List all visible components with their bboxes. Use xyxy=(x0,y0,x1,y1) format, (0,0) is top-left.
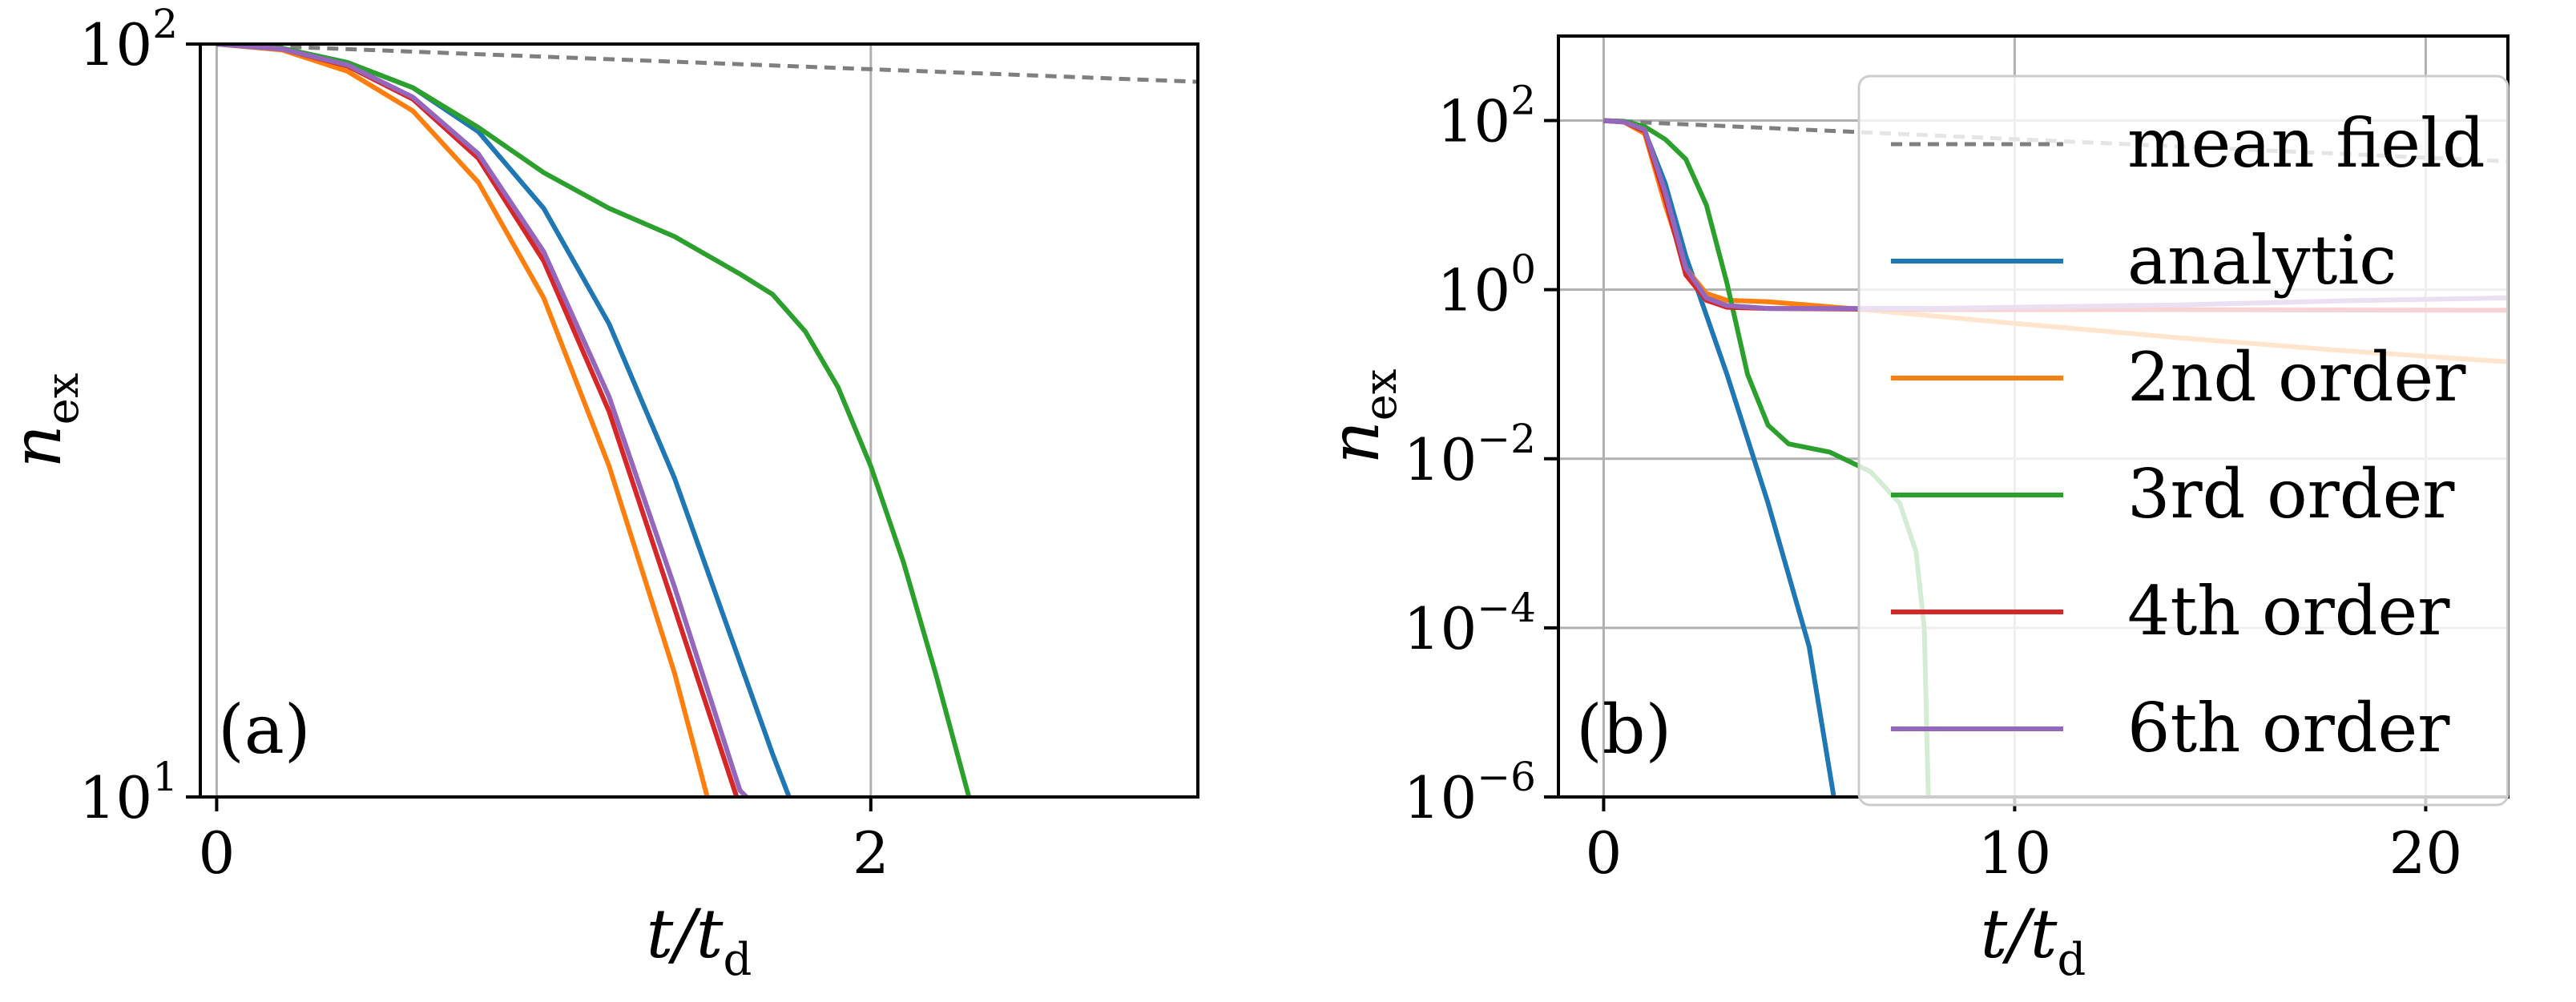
y-axis-label: nex xyxy=(0,373,89,469)
panel-b: 0 10 20 102 100 10−2 10−4 10−6 t/td nex (b) mean fi… xyxy=(1316,34,2509,986)
legend-label-6th-order: 6th order xyxy=(2127,689,2450,767)
series-3rd-order-line xyxy=(216,44,972,797)
legend: mean field analytic 2nd order 3rd order 4th … xyxy=(1857,74,2509,807)
series-group xyxy=(216,44,1198,797)
y-tick-label: 102 xyxy=(1437,78,1536,155)
series-mean-field-line xyxy=(216,44,1198,84)
x-axis-label: t/td xyxy=(1981,895,2086,986)
x-axis-label: t/td xyxy=(647,895,752,986)
series-4th-order-line xyxy=(216,44,740,797)
series-6th-order-line xyxy=(216,44,748,797)
y-axis-label: nex xyxy=(1316,369,1407,465)
y-tick-label: 100 xyxy=(1437,247,1536,324)
y-tick-label: 102 xyxy=(79,1,178,78)
panel-label: (b) xyxy=(1576,690,1671,769)
x-tick-label: 10 xyxy=(1978,819,2052,887)
y-tick-label: 10−6 xyxy=(1404,754,1536,831)
x-tick-label: 0 xyxy=(199,819,236,887)
y-tick-label: 101 xyxy=(79,754,178,831)
x-tick-label: 2 xyxy=(853,819,889,887)
series-2nd-order-line xyxy=(216,44,710,797)
y-tick-label: 10−4 xyxy=(1404,585,1536,662)
y-tick-label: 10−2 xyxy=(1404,416,1536,493)
panel-a: 0 2 101 102 t/td nex (a) xyxy=(0,1,1199,986)
legend-label-2nd-order: 2nd order xyxy=(2127,338,2466,416)
legend-label-mean-field: mean field xyxy=(2127,104,2485,183)
panel-label: (a) xyxy=(218,690,311,769)
legend-label-analytic: analytic xyxy=(2127,221,2397,300)
x-tick-label: 0 xyxy=(1586,819,1623,887)
legend-box xyxy=(1857,74,2509,807)
axes-frame xyxy=(199,42,1199,799)
legend-label-4th-order: 4th order xyxy=(2127,572,2450,650)
x-tick-label: 20 xyxy=(2389,819,2463,887)
legend-label-3rd-order: 3rd order xyxy=(2127,455,2455,533)
